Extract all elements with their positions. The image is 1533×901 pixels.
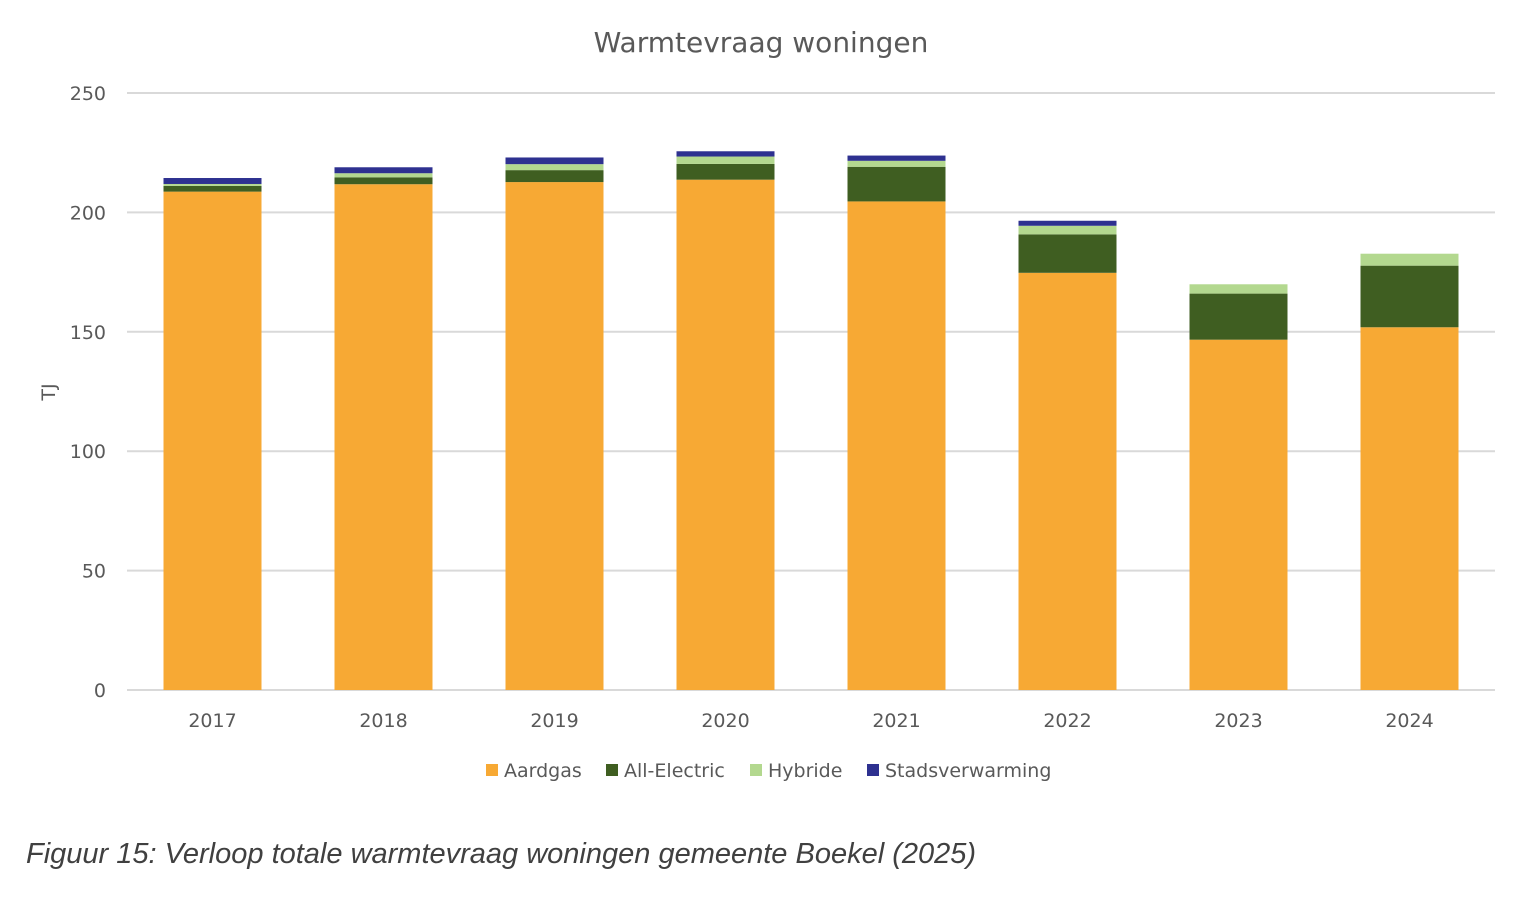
bar-segment-aardgas-2021 <box>847 201 946 690</box>
bar-segment-stadsverwarming-2022 <box>1018 220 1117 226</box>
bar-segment-stadsverwarming-2018 <box>334 167 433 174</box>
bar-segment-stadsverwarming-2020 <box>676 151 775 157</box>
stacked-bar-chart: Warmtevraag woningen 0 50 100 150 200 250 TJ 201… <box>38 26 1495 782</box>
bar-segment-stadsverwarming-2019 <box>505 157 604 165</box>
x-tick-label: 2022 <box>1043 710 1091 732</box>
bar-segment-stadsverwarming-2017 <box>163 178 262 184</box>
legend-label: Stadsverwarming <box>885 760 1051 782</box>
bar-segment-hybride-2022 <box>1018 225 1117 235</box>
bar-segment-all-electric-2018 <box>334 177 433 185</box>
x-tick-label: 2019 <box>530 710 578 732</box>
bar-segment-all-electric-2024 <box>1360 265 1459 328</box>
bar-segment-hybride-2019 <box>505 164 604 171</box>
bar-segment-stadsverwarming-2021 <box>847 155 946 161</box>
bar-segment-hybride-2017 <box>163 183 262 186</box>
y-axis-label: TJ <box>38 383 60 401</box>
x-tick-label: 2023 <box>1214 710 1262 732</box>
bar-segment-hybride-2018 <box>334 173 433 178</box>
bar-segment-aardgas-2020 <box>676 179 775 691</box>
y-tick-label: 50 <box>82 561 106 583</box>
bar-segment-aardgas-2017 <box>163 191 262 691</box>
bar-segment-aardgas-2018 <box>334 184 433 690</box>
x-tick-label: 2020 <box>701 710 749 732</box>
bar-segment-all-electric-2023 <box>1189 293 1288 340</box>
bar-segment-all-electric-2019 <box>505 170 604 183</box>
legend-swatch <box>867 764 879 776</box>
y-tick-label: 100 <box>70 441 106 463</box>
bar-segment-aardgas-2019 <box>505 182 604 691</box>
x-tick-label: 2021 <box>872 710 920 732</box>
bar-segment-aardgas-2024 <box>1360 327 1459 690</box>
y-tick-label: 250 <box>70 83 106 105</box>
legend-label: Aardgas <box>504 760 582 782</box>
bar-segment-all-electric-2020 <box>676 163 775 180</box>
x-tick-label: 2018 <box>359 710 407 732</box>
legend-swatch <box>486 764 498 776</box>
bar-segment-aardgas-2023 <box>1189 339 1288 690</box>
y-tick-label: 0 <box>94 680 106 702</box>
y-tick-label: 200 <box>70 202 106 224</box>
figure-caption: Figuur 15: Verloop totale warmtevraag wo… <box>26 838 977 870</box>
bar-segment-hybride-2020 <box>676 156 775 164</box>
legend-swatch <box>750 764 762 776</box>
bar-segment-all-electric-2017 <box>163 185 262 192</box>
legend-label: All-Electric <box>624 760 725 782</box>
y-tick-label: 150 <box>70 322 106 344</box>
bar-segment-hybride-2023 <box>1189 284 1288 294</box>
x-tick-label: 2017 <box>188 710 236 732</box>
bar-segment-all-electric-2021 <box>847 166 946 202</box>
x-tick-label: 2024 <box>1385 710 1433 732</box>
chart-title: Warmtevraag woningen <box>594 26 929 59</box>
bar-segment-aardgas-2022 <box>1018 272 1117 690</box>
bar-segment-all-electric-2022 <box>1018 234 1117 273</box>
legend-swatch <box>606 764 618 776</box>
bar-segment-hybride-2021 <box>847 160 946 167</box>
bar-segment-hybride-2024 <box>1360 253 1459 266</box>
legend-label: Hybride <box>768 760 842 782</box>
